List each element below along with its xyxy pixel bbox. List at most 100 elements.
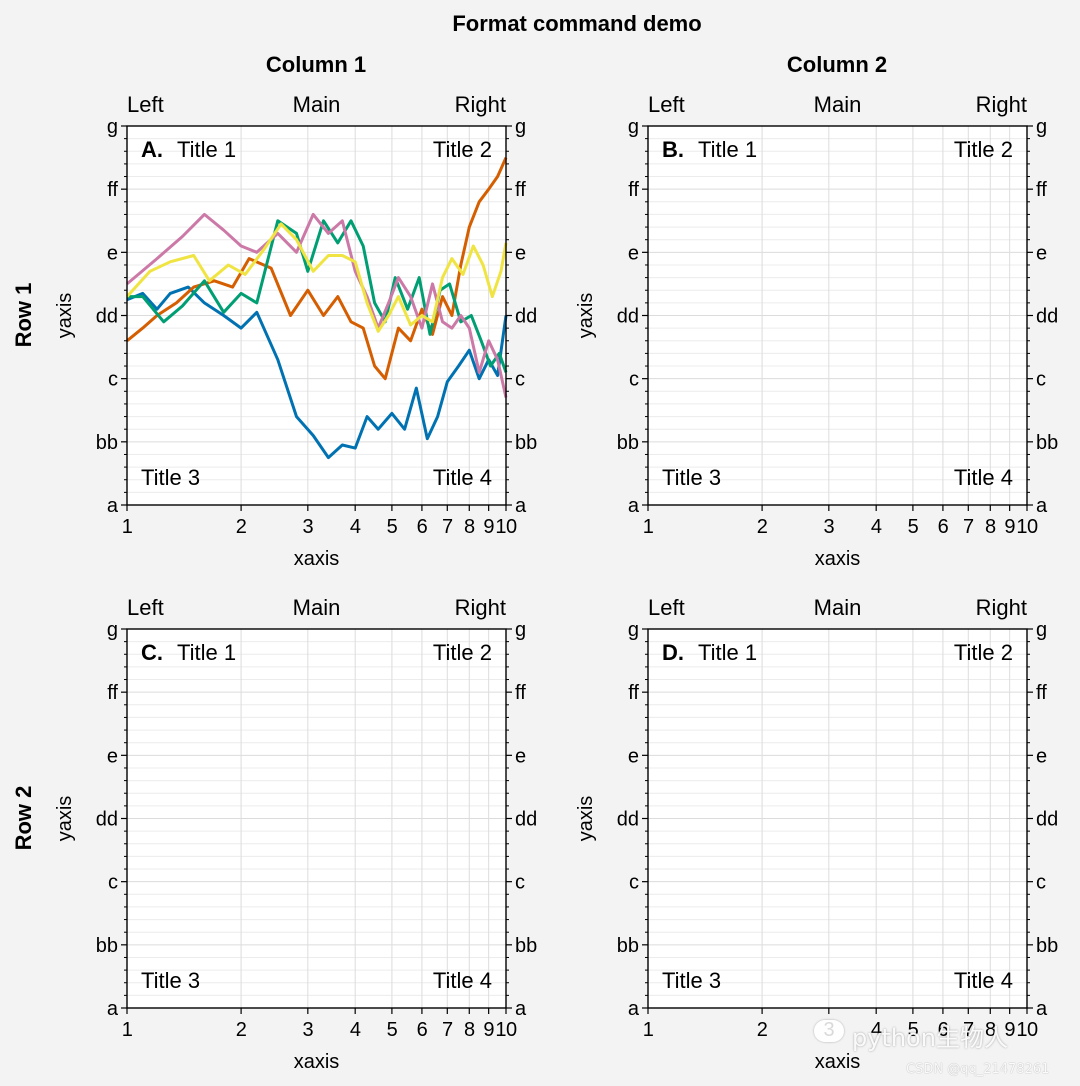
y-tick-label-left: a xyxy=(628,495,640,517)
x-tick-label: 9 xyxy=(483,516,494,538)
y-tick-label-right: c xyxy=(515,872,525,894)
title-left: Left xyxy=(648,92,685,117)
row-label-1: Row 1 xyxy=(11,283,36,348)
y-tick-label-left: g xyxy=(628,619,639,641)
x-tick-label: 9 xyxy=(483,1019,494,1041)
y-tick-label-left: bb xyxy=(617,935,639,957)
x-tick-label: 10 xyxy=(495,1019,517,1041)
y-tick-label-right: a xyxy=(515,998,527,1020)
inner-title-2: Title 2 xyxy=(954,640,1013,665)
x-tick-label: 10 xyxy=(495,516,517,538)
y-tick-label-left: g xyxy=(628,116,639,138)
x-axis-label: xaxis xyxy=(815,1051,861,1073)
y-tick-label-left: ff xyxy=(628,682,639,704)
y-tick-label-left: dd xyxy=(96,306,118,328)
panel-label: B. xyxy=(662,137,684,162)
panel-1: a a bb bb c c dd dd e e ff ff g g 1 2 3 4 5 6 7 8 9 10 xaxis yaxi… xyxy=(54,92,537,570)
inner-title-2: Title 2 xyxy=(954,137,1013,162)
y-tick-label-right: c xyxy=(1036,369,1046,391)
y-tick-label-left: a xyxy=(107,495,119,517)
x-tick-label: 5 xyxy=(908,516,919,538)
y-tick-label-left: c xyxy=(108,872,118,894)
x-tick-label: 1 xyxy=(643,1019,654,1041)
y-tick-label-right: a xyxy=(1036,998,1048,1020)
title-main: Main xyxy=(293,92,341,117)
y-tick-label-left: a xyxy=(628,998,640,1020)
x-tick-label: 4 xyxy=(350,516,361,538)
y-tick-label-left: dd xyxy=(617,306,639,328)
x-tick-label: 4 xyxy=(871,516,882,538)
x-tick-label: 6 xyxy=(417,516,428,538)
y-tick-label-right: dd xyxy=(515,306,537,328)
x-tick-label: 9 xyxy=(1004,1019,1015,1041)
panel-4: a a bb bb c c dd dd e e ff ff g g 1 2 3 4 5 6 7 8 9 10 xaxis yaxi… xyxy=(575,595,1058,1073)
y-tick-label-left: c xyxy=(108,369,118,391)
x-tick-label: 7 xyxy=(963,1019,974,1041)
x-tick-label: 5 xyxy=(387,516,398,538)
x-axis-label: xaxis xyxy=(294,548,340,570)
series-line-4 xyxy=(126,212,508,398)
y-tick-label-right: g xyxy=(1036,116,1047,138)
x-tick-label: 9 xyxy=(1004,516,1015,538)
inner-title-1: Title 1 xyxy=(698,137,757,162)
panel-label: D. xyxy=(662,640,684,665)
inner-title-2: Title 2 xyxy=(433,137,492,162)
column-label-2: Column 2 xyxy=(787,52,887,77)
x-tick-label: 3 xyxy=(303,516,314,538)
y-tick-label-left: e xyxy=(628,745,639,767)
title-left: Left xyxy=(127,92,164,117)
x-tick-label: 3 xyxy=(824,516,835,538)
x-tick-label: 4 xyxy=(350,1019,361,1041)
y-tick-label-right: bb xyxy=(1036,432,1058,454)
y-tick-label-left: a xyxy=(107,998,119,1020)
x-tick-label: 8 xyxy=(464,516,475,538)
y-tick-label-left: bb xyxy=(96,935,118,957)
x-axis-label: xaxis xyxy=(815,548,861,570)
y-tick-label-left: e xyxy=(107,242,118,264)
x-tick-label: 2 xyxy=(757,516,768,538)
inner-title-3: Title 3 xyxy=(141,968,200,993)
y-tick-label-right: a xyxy=(1036,495,1048,517)
y-tick-label-right: c xyxy=(1036,872,1046,894)
x-tick-label: 4 xyxy=(871,1019,882,1041)
y-tick-label-left: g xyxy=(107,116,118,138)
y-tick-label-right: bb xyxy=(1036,935,1058,957)
y-tick-label-right: ff xyxy=(515,179,526,201)
y-tick-label-right: g xyxy=(1036,619,1047,641)
inner-title-1: Title 1 xyxy=(698,640,757,665)
y-tick-label-right: e xyxy=(1036,242,1047,264)
y-tick-label-right: bb xyxy=(515,935,537,957)
title-left: Left xyxy=(648,595,685,620)
x-tick-label: 7 xyxy=(442,516,453,538)
panels: a abb bbc cdd dde eff ffg g1 2 3 4 5 6 7 8 9 10xaxisyaxi… xyxy=(54,92,1058,1073)
x-tick-label: 2 xyxy=(236,516,247,538)
x-tick-label: 7 xyxy=(963,516,974,538)
x-tick-label: 6 xyxy=(938,516,949,538)
y-tick-label-left: e xyxy=(107,745,118,767)
x-tick-label: 2 xyxy=(236,1019,247,1041)
inner-title-4: Title 4 xyxy=(433,968,492,993)
x-tick-label: 8 xyxy=(985,516,996,538)
y-axis-label: yaxis xyxy=(54,796,76,842)
title-left: Left xyxy=(127,595,164,620)
title-main: Main xyxy=(293,595,341,620)
y-tick-label-right: ff xyxy=(1036,179,1047,201)
y-tick-label-left: bb xyxy=(617,432,639,454)
x-tick-label: 5 xyxy=(908,1019,919,1041)
y-tick-label-right: ff xyxy=(515,682,526,704)
x-tick-label: 1 xyxy=(122,516,133,538)
inner-title-2: Title 2 xyxy=(433,640,492,665)
panel-label: C. xyxy=(141,640,163,665)
x-tick-label: 5 xyxy=(387,1019,398,1041)
y-tick-label-left: c xyxy=(629,872,639,894)
title-main: Main xyxy=(814,595,862,620)
inner-title-4: Title 4 xyxy=(954,968,1013,993)
y-tick-label-right: g xyxy=(515,619,526,641)
y-axis-label: yaxis xyxy=(54,293,76,339)
y-axis-label: yaxis xyxy=(575,796,597,842)
y-tick-label-left: ff xyxy=(107,682,118,704)
inner-title-1: Title 1 xyxy=(177,137,236,162)
x-tick-label: 1 xyxy=(643,516,654,538)
title-right: Right xyxy=(455,92,506,117)
